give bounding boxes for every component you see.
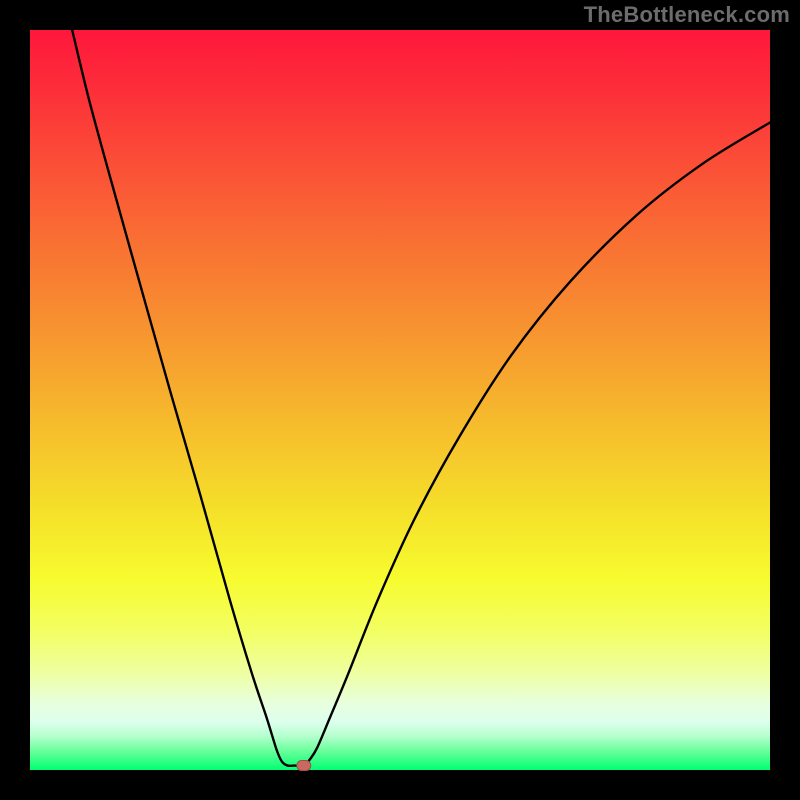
chart-svg [0,0,800,800]
curve-minimum-marker [297,761,311,771]
chart-stage: TheBottleneck.com [0,0,800,800]
watermark-text: TheBottleneck.com [584,2,790,28]
plot-background-gradient [30,30,770,770]
